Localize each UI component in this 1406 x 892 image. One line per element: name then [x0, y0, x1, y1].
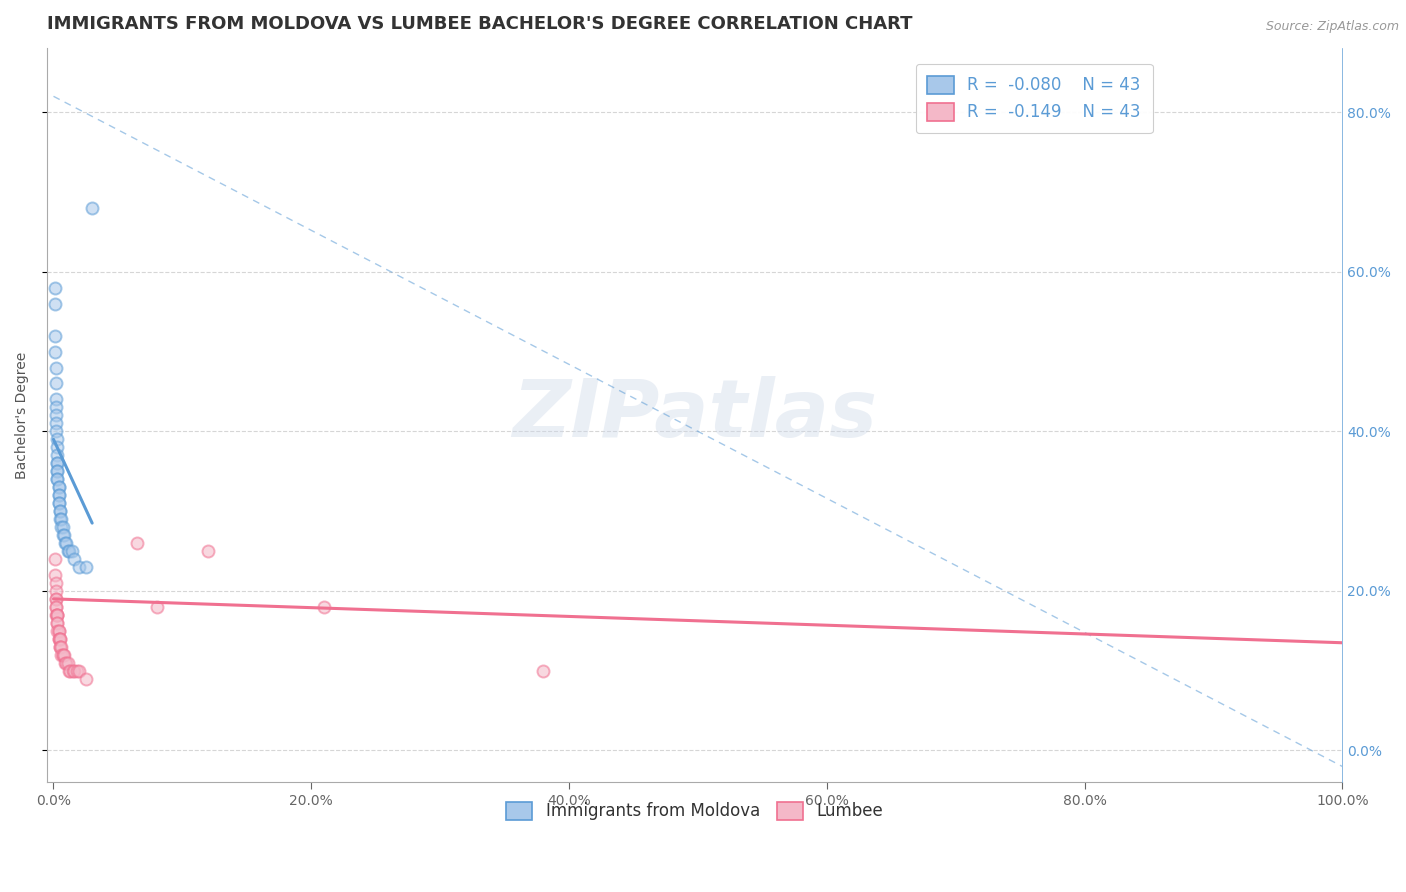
Point — [45, 583, 67, 598]
Text: IMMIGRANTS FROM MOLDOVA VS LUMBEE BACHELOR'S DEGREE CORRELATION CHART: IMMIGRANTS FROM MOLDOVA VS LUMBEE BACHEL… — [46, 15, 912, 33]
Point — [45, 425, 67, 439]
Point — [46, 472, 69, 486]
Point — [46, 472, 69, 486]
Legend: Immigrants from Moldova, Lumbee: Immigrants from Moldova, Lumbee — [499, 795, 890, 827]
Point — [53, 536, 76, 550]
Point — [49, 632, 72, 646]
Point — [531, 664, 554, 678]
Point — [46, 607, 69, 622]
Point — [48, 496, 70, 510]
Text: ZIPatlas: ZIPatlas — [512, 376, 877, 454]
Point — [49, 632, 72, 646]
Point — [82, 201, 104, 215]
Point — [49, 504, 72, 518]
Point — [46, 464, 69, 478]
Point — [53, 656, 76, 670]
Point — [45, 376, 67, 391]
Point — [55, 656, 77, 670]
Y-axis label: Bachelor's Degree: Bachelor's Degree — [15, 351, 30, 479]
Point — [46, 456, 69, 470]
Point — [48, 496, 70, 510]
Point — [127, 536, 149, 550]
Point — [52, 528, 75, 542]
Point — [51, 648, 73, 662]
Point — [48, 632, 70, 646]
Point — [44, 344, 66, 359]
Point — [51, 528, 73, 542]
Point — [75, 560, 97, 574]
Point — [44, 281, 66, 295]
Point — [67, 664, 90, 678]
Point — [75, 672, 97, 686]
Point — [48, 624, 70, 638]
Point — [48, 488, 70, 502]
Point — [46, 607, 69, 622]
Text: Source: ZipAtlas.com: Source: ZipAtlas.com — [1265, 20, 1399, 33]
Point — [49, 640, 72, 654]
Point — [48, 624, 70, 638]
Point — [45, 417, 67, 431]
Point — [46, 615, 69, 630]
Point — [59, 664, 82, 678]
Point — [58, 664, 80, 678]
Point — [48, 480, 70, 494]
Point — [46, 440, 69, 454]
Point — [49, 512, 72, 526]
Point — [56, 656, 79, 670]
Point — [48, 480, 70, 494]
Point — [46, 624, 69, 638]
Point — [63, 552, 86, 566]
Point — [145, 599, 167, 614]
Point — [45, 409, 67, 423]
Point — [45, 591, 67, 606]
Point — [51, 520, 73, 534]
Point — [49, 504, 72, 518]
Point — [58, 544, 80, 558]
Point — [48, 488, 70, 502]
Point — [45, 401, 67, 415]
Point — [45, 360, 67, 375]
Point — [63, 664, 86, 678]
Point — [46, 448, 69, 462]
Point — [45, 392, 67, 407]
Point — [314, 599, 336, 614]
Point — [46, 615, 69, 630]
Point — [44, 328, 66, 343]
Point — [56, 544, 79, 558]
Point — [46, 433, 69, 447]
Point — [45, 591, 67, 606]
Point — [197, 544, 219, 558]
Point — [62, 664, 84, 678]
Point — [45, 599, 67, 614]
Point — [51, 648, 73, 662]
Point — [46, 456, 69, 470]
Point — [45, 599, 67, 614]
Point — [44, 552, 66, 566]
Point — [51, 512, 73, 526]
Point — [46, 607, 69, 622]
Point — [67, 560, 90, 574]
Point — [51, 640, 73, 654]
Point — [44, 568, 66, 582]
Point — [46, 464, 69, 478]
Point — [48, 632, 70, 646]
Point — [51, 648, 73, 662]
Point — [45, 607, 67, 622]
Point — [52, 648, 75, 662]
Point — [51, 520, 73, 534]
Point — [44, 296, 66, 310]
Point — [49, 640, 72, 654]
Point — [45, 576, 67, 591]
Point — [55, 536, 77, 550]
Point — [66, 664, 89, 678]
Point — [60, 544, 83, 558]
